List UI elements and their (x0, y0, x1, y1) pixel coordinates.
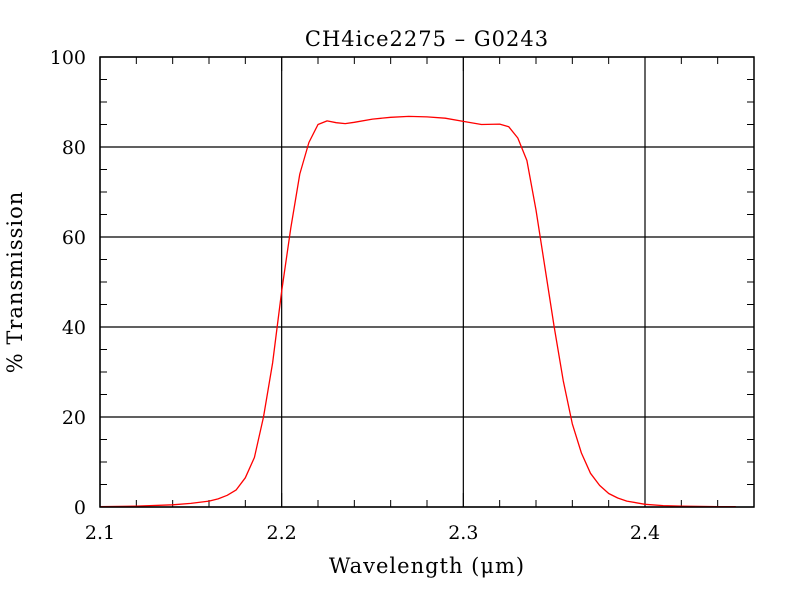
y-tick-label: 100 (50, 47, 86, 69)
chart-title: CH4ice2275 – G0243 (305, 27, 549, 51)
x-tick-label: 2.2 (267, 522, 297, 544)
x-tick-label: 2.4 (630, 522, 660, 544)
axis-ticks (99, 56, 755, 508)
transmission-curve (99, 115, 736, 508)
x-axis-title: Wavelength (μm) (329, 554, 525, 578)
y-tick-labels: 0 20 40 60 80 100 (50, 47, 86, 519)
y-tick-label: 20 (62, 407, 86, 429)
y-axis-title: % Transmission (3, 191, 27, 374)
x-tick-label: 2.1 (85, 522, 115, 544)
y-tick-label: 0 (74, 497, 86, 519)
plot-frame (99, 56, 755, 508)
y-tick-label: 80 (62, 137, 86, 159)
x-tick-labels: 2.1 2.2 2.3 2.4 (85, 522, 660, 544)
series-group (99, 115, 736, 508)
y-tick-label: 40 (62, 317, 86, 339)
x-tick-label: 2.3 (448, 522, 478, 544)
y-tick-label: 60 (62, 227, 86, 249)
grid-lines (99, 56, 754, 508)
